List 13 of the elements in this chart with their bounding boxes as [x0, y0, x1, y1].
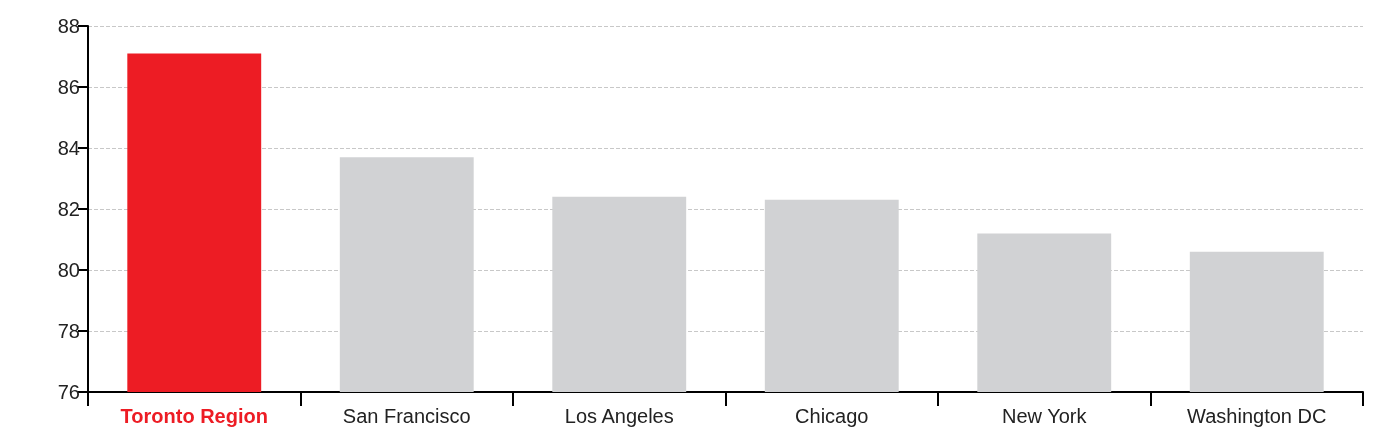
y-tick-label: 88: [57, 15, 80, 37]
y-tick-label: 84: [57, 137, 80, 159]
y-tick-label: 86: [57, 76, 80, 98]
y-tick-label: 82: [57, 198, 80, 220]
x-tick-label: San Francisco: [342, 405, 471, 427]
y-tick-label: 76: [57, 381, 80, 403]
y-tick-label: 78: [57, 320, 80, 342]
x-tick-label: Washington DC: [1187, 405, 1327, 427]
x-tick-label: Toronto Region: [120, 405, 268, 427]
x-tick-label: Chicago: [795, 405, 869, 427]
x-tick-label: Los Angeles: [564, 405, 674, 427]
x-tick-label: New York: [1002, 405, 1088, 427]
y-tick-label: 80: [57, 259, 80, 281]
